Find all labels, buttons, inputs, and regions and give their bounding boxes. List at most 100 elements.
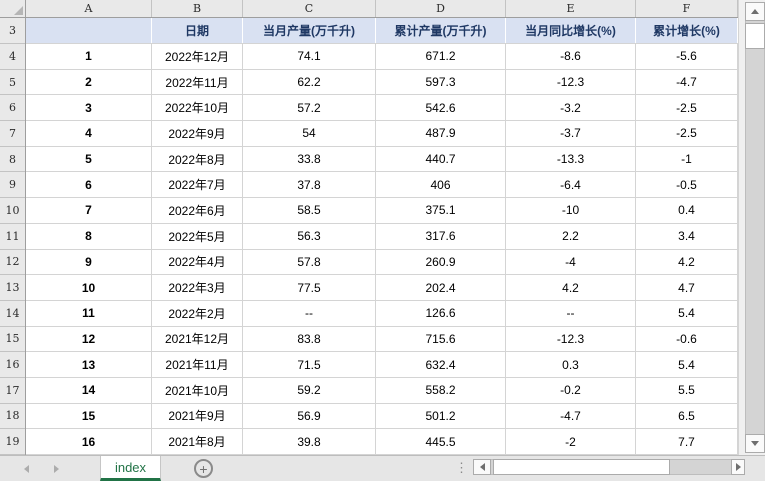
- cell-C6[interactable]: 57.2: [243, 95, 376, 121]
- cell-A16[interactable]: 13: [26, 352, 152, 377]
- cell-A13[interactable]: 10: [26, 275, 152, 300]
- row-header-7[interactable]: 7: [0, 121, 25, 147]
- row-header-17[interactable]: 17: [0, 378, 25, 404]
- row-header-19[interactable]: 19: [0, 429, 25, 455]
- column-header-C[interactable]: C: [243, 0, 376, 17]
- cell-D19[interactable]: 445.5: [376, 429, 506, 454]
- cell-C13[interactable]: 77.5: [243, 275, 376, 300]
- cell-E18[interactable]: -4.7: [506, 403, 636, 429]
- cell-D14[interactable]: 126.6: [376, 300, 506, 326]
- row-header-15[interactable]: 15: [0, 327, 25, 353]
- cell-D12[interactable]: 260.9: [376, 249, 506, 275]
- cell-B8[interactable]: 2022年8月: [152, 146, 243, 172]
- cell-E16[interactable]: 0.3: [506, 352, 636, 377]
- cell-A7[interactable]: 4: [26, 121, 152, 146]
- add-sheet-button[interactable]: +: [194, 459, 213, 478]
- row-header-11[interactable]: 11: [0, 224, 25, 250]
- vertical-scrollbar[interactable]: [745, 2, 765, 453]
- cell-E17[interactable]: -0.2: [506, 377, 636, 403]
- row-header-12[interactable]: 12: [0, 250, 25, 276]
- cell-B18[interactable]: 2021年9月: [152, 403, 243, 429]
- cell-C15[interactable]: 83.8: [243, 326, 376, 352]
- cell-C4[interactable]: 74.1: [243, 44, 376, 69]
- cell-B7[interactable]: 2022年9月: [152, 121, 243, 146]
- cell-F5[interactable]: -4.7: [636, 69, 738, 95]
- cell-E19[interactable]: -2: [506, 429, 636, 454]
- cell-D9[interactable]: 406: [376, 172, 506, 198]
- cell-B13[interactable]: 2022年3月: [152, 275, 243, 300]
- cell-F19[interactable]: 7.7: [636, 429, 738, 454]
- cell-B14[interactable]: 2022年2月: [152, 300, 243, 326]
- row-header-13[interactable]: 13: [0, 275, 25, 301]
- cell-B9[interactable]: 2022年7月: [152, 172, 243, 198]
- cell-F14[interactable]: 5.4: [636, 300, 738, 326]
- cell-B11[interactable]: 2022年5月: [152, 223, 243, 249]
- cell-A15[interactable]: 12: [26, 326, 152, 352]
- horizontal-scrollbar[interactable]: [473, 459, 745, 475]
- cell-B4[interactable]: 2022年12月: [152, 44, 243, 69]
- cell-E7[interactable]: -3.7: [506, 121, 636, 146]
- cell-A12[interactable]: 9: [26, 249, 152, 275]
- cell-B17[interactable]: 2021年10月: [152, 377, 243, 403]
- cell-C3[interactable]: 当月产量(万千升): [243, 18, 376, 43]
- cell-A4[interactable]: 1: [26, 44, 152, 69]
- scroll-right-button[interactable]: [731, 459, 745, 475]
- cell-E11[interactable]: 2.2: [506, 223, 636, 249]
- cell-F8[interactable]: -1: [636, 146, 738, 172]
- cell-F18[interactable]: 6.5: [636, 403, 738, 429]
- cell-E4[interactable]: -8.6: [506, 44, 636, 69]
- cell-E14[interactable]: --: [506, 300, 636, 326]
- cell-F6[interactable]: -2.5: [636, 95, 738, 121]
- cell-C11[interactable]: 56.3: [243, 223, 376, 249]
- cell-F15[interactable]: -0.6: [636, 326, 738, 352]
- cell-D18[interactable]: 501.2: [376, 403, 506, 429]
- cell-A10[interactable]: 7: [26, 198, 152, 223]
- cell-B12[interactable]: 2022年4月: [152, 249, 243, 275]
- cell-F11[interactable]: 3.4: [636, 223, 738, 249]
- cell-D7[interactable]: 487.9: [376, 121, 506, 146]
- cell-E8[interactable]: -13.3: [506, 146, 636, 172]
- cell-D16[interactable]: 632.4: [376, 352, 506, 377]
- cell-F10[interactable]: 0.4: [636, 198, 738, 223]
- select-all-button[interactable]: [0, 0, 26, 18]
- cell-A17[interactable]: 14: [26, 377, 152, 403]
- cell-C14[interactable]: --: [243, 300, 376, 326]
- cell-F17[interactable]: 5.5: [636, 377, 738, 403]
- cell-F16[interactable]: 5.4: [636, 352, 738, 377]
- row-header-9[interactable]: 9: [0, 172, 25, 199]
- column-header-E[interactable]: E: [506, 0, 636, 17]
- sheet-tab-index[interactable]: index: [100, 456, 161, 481]
- cell-C8[interactable]: 33.8: [243, 146, 376, 172]
- sheet-prev-button[interactable]: [24, 465, 29, 473]
- cell-E10[interactable]: -10: [506, 198, 636, 223]
- cell-A8[interactable]: 5: [26, 146, 152, 172]
- cell-A9[interactable]: 6: [26, 172, 152, 198]
- cell-C18[interactable]: 56.9: [243, 403, 376, 429]
- column-header-F[interactable]: F: [636, 0, 738, 17]
- row-header-16[interactable]: 16: [0, 352, 25, 378]
- row-header-5[interactable]: 5: [0, 70, 25, 96]
- row-header-10[interactable]: 10: [0, 198, 25, 224]
- cell-B6[interactable]: 2022年10月: [152, 95, 243, 121]
- cell-C16[interactable]: 71.5: [243, 352, 376, 377]
- cell-A5[interactable]: 2: [26, 69, 152, 95]
- cell-B16[interactable]: 2021年11月: [152, 352, 243, 377]
- row-header-4[interactable]: 4: [0, 44, 25, 70]
- row-header-14[interactable]: 14: [0, 301, 25, 327]
- cell-F9[interactable]: -0.5: [636, 172, 738, 198]
- cell-D15[interactable]: 715.6: [376, 326, 506, 352]
- cell-F13[interactable]: 4.7: [636, 275, 738, 300]
- cell-C17[interactable]: 59.2: [243, 377, 376, 403]
- tab-splitter-handle[interactable]: ⋮: [455, 460, 468, 476]
- cell-F4[interactable]: -5.6: [636, 44, 738, 69]
- column-header-D[interactable]: D: [376, 0, 506, 17]
- cell-E5[interactable]: -12.3: [506, 69, 636, 95]
- cell-C19[interactable]: 39.8: [243, 429, 376, 454]
- row-header-8[interactable]: 8: [0, 147, 25, 173]
- cell-B15[interactable]: 2021年12月: [152, 326, 243, 352]
- vertical-scrollbar-thumb[interactable]: [745, 23, 765, 49]
- cell-D6[interactable]: 542.6: [376, 95, 506, 121]
- cell-A18[interactable]: 15: [26, 403, 152, 429]
- cell-D8[interactable]: 440.7: [376, 146, 506, 172]
- cell-E13[interactable]: 4.2: [506, 275, 636, 300]
